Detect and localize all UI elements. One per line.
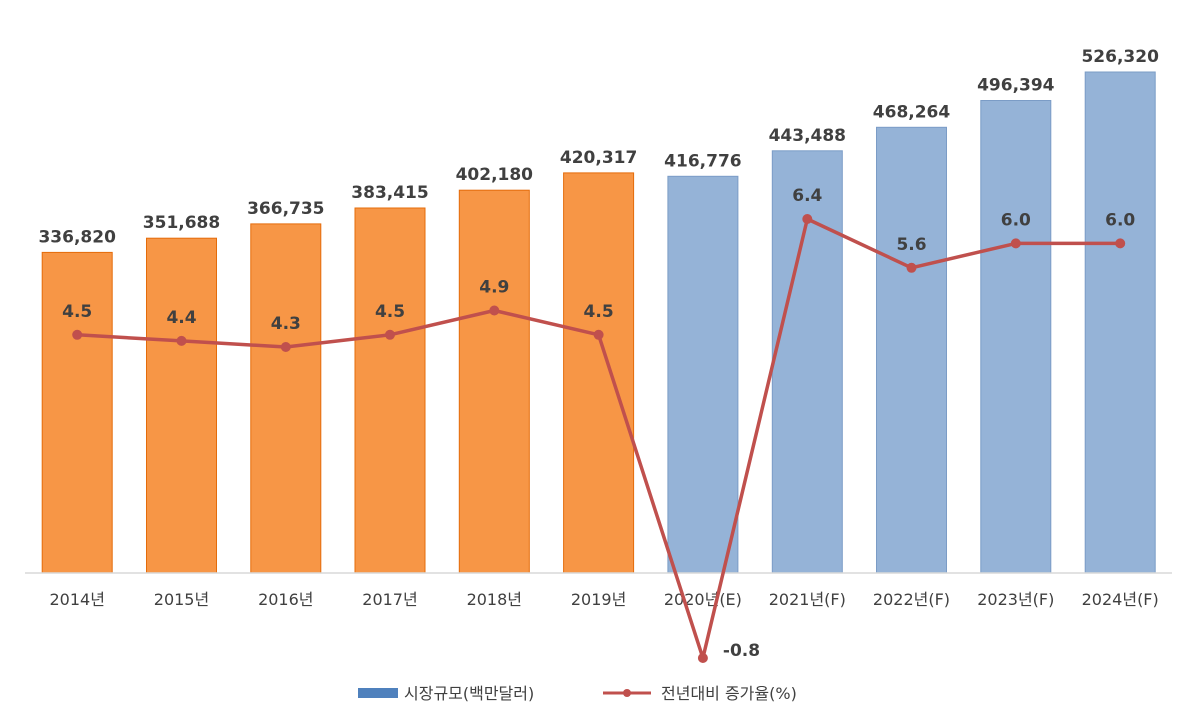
bar-10	[1084, 71, 1156, 574]
x-tick-label-2: 2016년	[258, 590, 313, 609]
bar-value-label-3: 383,415	[351, 183, 428, 203]
growth-rate-line-layer: 4.5 4.4 4.3 4.5 4.9 4.5 -0.8 6.4 5.6 6.0 6.0	[62, 186, 1135, 663]
bar-6	[667, 175, 739, 574]
bar-value-label-10: 526,320	[1081, 47, 1159, 67]
bars-layer: 336,820 351,688 366,735 383,415 402,180 420,3…	[38, 47, 1159, 574]
x-tick-labels: 2014년 2015년 2016년 2017년 2018년 2019년 2020년(E) 20…	[49, 590, 1158, 609]
x-tick-label-5: 2019년	[571, 590, 626, 609]
growth-rate-label-6: -0.8	[723, 641, 760, 661]
bar-value-label-5: 420,317	[560, 148, 637, 168]
growth-rate-point-10	[1115, 238, 1126, 249]
bar-0	[41, 251, 113, 574]
growth-rate-point-0	[72, 329, 83, 340]
x-tick-label-7: 2021년(F)	[769, 590, 846, 609]
growth-rate-point-7	[802, 214, 813, 224]
growth-rate-label-1: 4.4	[166, 308, 196, 328]
growth-rate-label-4: 4.9	[479, 278, 509, 298]
bar-2	[250, 223, 322, 574]
bar-3	[354, 207, 426, 574]
bar-8	[876, 126, 947, 574]
legend-bar-label: 시장규모(백만달러)	[404, 684, 534, 703]
legend-bar-swatch	[358, 688, 398, 698]
bar-value-label-7: 443,488	[769, 126, 846, 146]
growth-rate-point-4	[489, 305, 500, 316]
growth-rate-point-5	[593, 329, 604, 340]
bar-value-label-8: 468,264	[873, 102, 951, 122]
x-tick-label-3: 2017년	[362, 590, 417, 609]
x-tick-label-4: 2018년	[467, 590, 522, 609]
growth-rate-label-7: 6.4	[792, 186, 822, 206]
growth-rate-label-10: 6.0	[1105, 210, 1135, 230]
bar-value-label-6: 416,776	[664, 151, 741, 171]
growth-rate-label-5: 4.5	[584, 302, 614, 322]
x-tick-label-0: 2014년	[49, 590, 104, 609]
bar-1	[146, 237, 217, 574]
x-tick-label-1: 2015년	[154, 590, 209, 609]
bar-4	[458, 189, 530, 574]
growth-rate-label-3: 4.5	[375, 302, 405, 322]
growth-rate-point-6	[697, 653, 708, 663]
growth-rate-point-9	[1010, 238, 1021, 249]
bar-value-label-4: 402,180	[456, 165, 534, 185]
growth-rate-point-3	[385, 329, 395, 340]
growth-rate-label-2: 4.3	[271, 314, 301, 334]
bar-value-label-0: 336,820	[38, 227, 116, 247]
growth-rate-point-2	[280, 342, 291, 352]
growth-rate-point-1	[176, 335, 187, 346]
legend: 시장규모(백만달러) 전년대비 증가율(%)	[358, 684, 797, 703]
x-tick-label-6: 2020년(E)	[664, 590, 742, 609]
bar-value-label-2: 366,735	[247, 199, 324, 219]
growth-rate-label-9: 6.0	[1001, 210, 1031, 230]
x-tick-label-8: 2022년(F)	[873, 590, 950, 609]
legend-line-label: 전년대비 증가율(%)	[661, 684, 797, 703]
growth-rate-label-0: 4.5	[62, 302, 92, 322]
x-tick-label-10: 2024년(F)	[1082, 590, 1159, 609]
bar-value-label-1: 351,688	[143, 213, 220, 233]
x-tick-label-9: 2023년(F)	[977, 590, 1054, 609]
bar-value-label-9: 496,394	[977, 76, 1055, 96]
growth-rate-label-8: 5.6	[896, 235, 926, 255]
bar-9	[980, 100, 1052, 574]
legend-line-marker	[623, 689, 631, 697]
bar-5	[563, 172, 635, 574]
growth-rate-point-8	[906, 262, 917, 273]
